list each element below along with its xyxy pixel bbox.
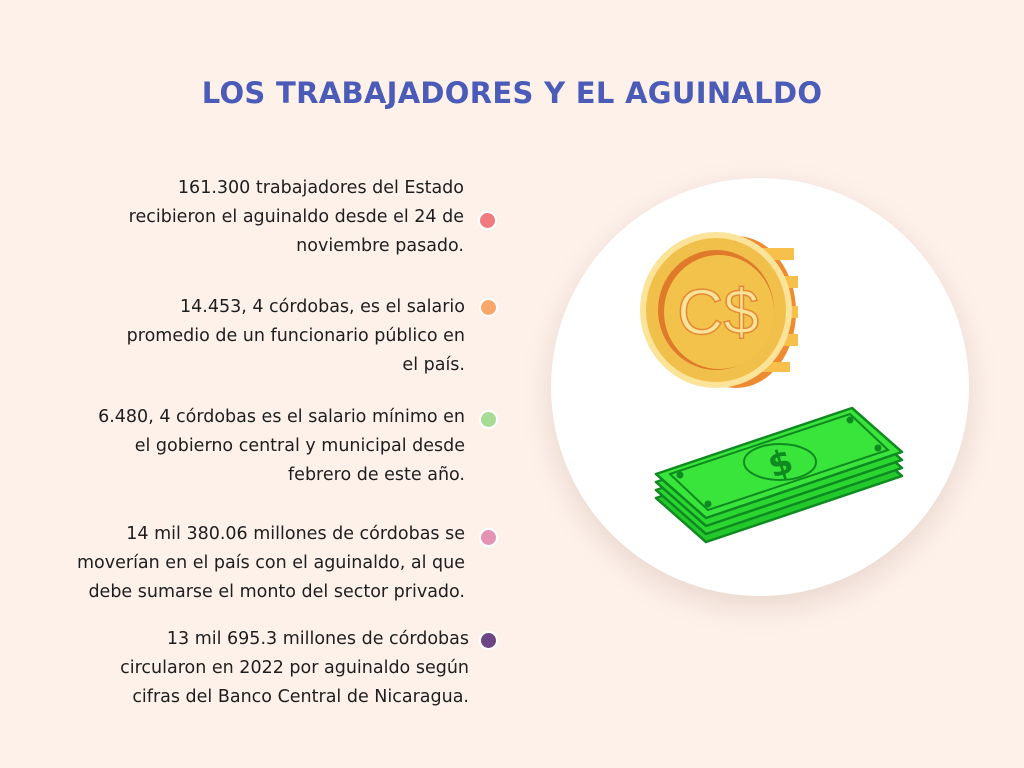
bullet-dot-2 — [481, 300, 496, 315]
fact-item-3: 6.480, 4 córdobas es el salario mínimo e… — [98, 407, 465, 485]
bullet-dot-4 — [481, 530, 496, 545]
bullet-dot-5 — [481, 633, 496, 648]
fact-item-5: 13 mil 695.3 millones de córdobas circul… — [120, 629, 469, 707]
bullet-dot-3 — [481, 412, 496, 427]
cordoba-coin-icon: C$ — [640, 232, 798, 388]
bullet-dot-1 — [480, 213, 495, 228]
coin-symbol: C$ — [677, 276, 759, 348]
fact-item-2: 14.453, 4 córdobas, es el salario promed… — [126, 297, 465, 375]
page-title: LOS TRABAJADORES Y EL AGUINALDO — [201, 76, 823, 110]
dollar-bills-icon: $ — [654, 406, 904, 544]
fact-item-1: 161.300 trabajadores del Estado recibier… — [128, 178, 464, 256]
fact-item-4: 14 mil 380.06 millones de córdobas se mo… — [77, 524, 465, 602]
